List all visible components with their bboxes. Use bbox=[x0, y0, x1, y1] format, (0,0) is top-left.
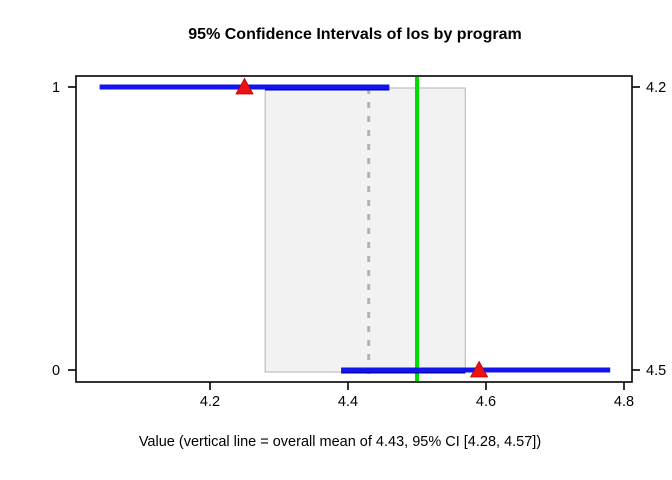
x-tick-label: 4.8 bbox=[614, 394, 634, 410]
y-tick-label: 0 bbox=[52, 363, 60, 379]
mean-triangle bbox=[469, 360, 489, 378]
plot-border bbox=[75, 75, 633, 383]
x-tick-label: 4.6 bbox=[476, 394, 496, 410]
x-axis-label: Value (vertical line = overall mean of 4… bbox=[138, 434, 542, 450]
right-axis-label: 4.5 bbox=[646, 363, 666, 379]
chart-title: 95% Confidence Intervals of los by progr… bbox=[188, 26, 522, 43]
mean-triangle bbox=[235, 77, 254, 95]
x-tick-label: 4.2 bbox=[200, 394, 220, 410]
right-axis-label: 4.2 bbox=[646, 80, 666, 96]
y-tick-label: 1 bbox=[52, 80, 60, 96]
x-tick-label: 4.4 bbox=[338, 394, 358, 410]
overall-ci-rect bbox=[264, 87, 466, 373]
